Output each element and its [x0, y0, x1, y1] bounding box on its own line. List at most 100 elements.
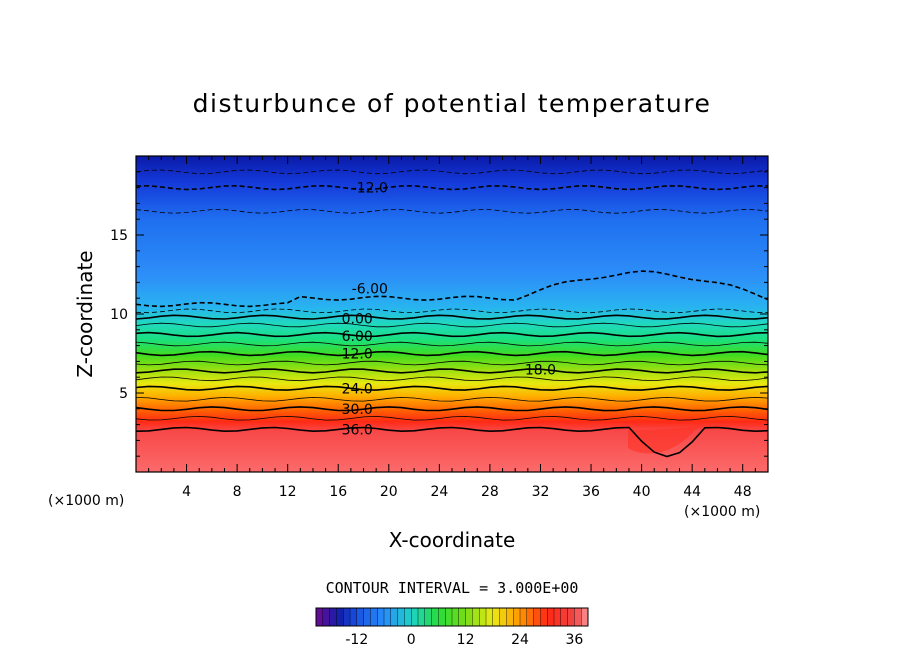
x-tick-label: 32 [532, 484, 550, 500]
colorbar-cell [465, 607, 473, 627]
colorbar-cell [445, 607, 453, 627]
contour-line [136, 426, 768, 458]
colorbar [315, 607, 589, 627]
colorbar-cell [390, 607, 399, 627]
x-axis-units-right: (×1000 m) [684, 504, 760, 520]
contour-line [136, 415, 768, 421]
x-tick-label: 48 [734, 484, 752, 500]
x-tick-label: 4 [182, 484, 191, 500]
contour-line [136, 169, 768, 175]
x-tick-label: 24 [430, 484, 448, 500]
colorbar-cell [472, 607, 480, 627]
contour-line [136, 396, 768, 402]
contour-line [136, 184, 768, 191]
contour-interval-note: CONTOUR INTERVAL = 3.000E+00 [326, 579, 579, 597]
contour-line [136, 385, 768, 391]
chart-title: disturbunce of potential temperature [193, 89, 712, 118]
contour-label: -12.0 [352, 181, 388, 197]
colorbar-cell [547, 607, 555, 627]
x-axis-units-left: (×1000 m) [48, 493, 124, 509]
colorbar-cell [336, 607, 344, 627]
contour-label: 18.0 [525, 362, 556, 378]
contour-line [136, 341, 768, 347]
colorbar-cell [322, 607, 331, 627]
colorbar-cell [438, 607, 446, 627]
x-tick-label: 28 [481, 484, 499, 500]
colorbar-cell [526, 607, 535, 627]
colorbar-cell [370, 607, 378, 627]
plot-area: -12.0 -6.00 0.006.00 12.0 18.0 24.0 30.0 36.0 [136, 156, 768, 472]
x-axis-label: X-coordinate [389, 528, 516, 552]
x-tick-label: 20 [380, 484, 398, 500]
colorbar-frame [315, 607, 589, 627]
colorbar-cell [411, 607, 419, 627]
x-tick-label: 44 [683, 484, 701, 500]
y-axis: 5 10 15 [110, 171, 768, 457]
contour-line [136, 360, 768, 366]
colorbar-tick-label: 24 [511, 632, 529, 648]
contour-line [136, 368, 768, 374]
contour-line [136, 376, 768, 382]
colorbar-cell [397, 607, 405, 627]
contour-line [136, 209, 768, 214]
colorbar-cell [451, 607, 460, 627]
colorbar-cell [485, 607, 494, 627]
colorbar-tick-label: 12 [457, 632, 475, 648]
colorbar-cell [383, 607, 392, 627]
colorbar-cell [329, 607, 337, 627]
x-tick-label: 40 [633, 484, 651, 500]
colorbar-cell [574, 607, 582, 627]
colorbar-cell [479, 607, 487, 627]
colorbar-cell [315, 607, 324, 627]
contour-line [136, 350, 768, 357]
x-tick-label: 12 [279, 484, 297, 500]
colorbar-cell [540, 607, 548, 627]
colorbar-cell [363, 607, 371, 627]
colorbar-tick-label: 36 [565, 632, 583, 648]
contour-lines [136, 169, 768, 458]
colorbar-cell [349, 607, 358, 627]
colorbar-cell [519, 607, 528, 627]
x-tick-label: 16 [329, 484, 347, 500]
colorbar-cell [343, 607, 351, 627]
y-tick-label: 10 [110, 307, 128, 323]
contour-line [136, 331, 768, 338]
warm-anomaly-region [628, 425, 700, 454]
x-tick-label: 36 [582, 484, 600, 500]
contour-labels: -12.0 -6.00 0.006.00 12.0 18.0 24.0 30.0 36.0 [342, 181, 556, 439]
colorbar-ticks: -12 0 12 24 36 [345, 632, 583, 648]
colorbar-cell [567, 607, 575, 627]
y-axis-label: Z-coordinate [73, 250, 97, 377]
contour-label: 6.00 [342, 329, 373, 345]
x-tick-label: 8 [233, 484, 242, 500]
colorbar-cell [356, 607, 365, 627]
colorbar-cell [404, 607, 412, 627]
colorbar-cell [560, 607, 569, 627]
colorbar-cell [533, 607, 541, 627]
contour-label: 0.00 [342, 312, 373, 328]
colorbar-tick-label: 0 [407, 632, 416, 648]
colorbar-cell [499, 607, 507, 627]
colorbar-tick-label: -12 [345, 632, 368, 648]
y-tick-label: 5 [119, 386, 128, 402]
contour-line [136, 322, 768, 328]
contour-label: 24.0 [342, 381, 373, 397]
colorbar-cell [553, 607, 562, 627]
colorbar-cell [417, 607, 426, 627]
colorbar-cell [424, 607, 433, 627]
colorbar-cell [458, 607, 467, 627]
x-axis: 4 8 12 16 20 24 28 32 36 40 44 48 [148, 156, 756, 500]
y-tick-label: 15 [110, 228, 128, 244]
colorbar-cell [581, 607, 589, 627]
contour-label: 30.0 [342, 402, 373, 418]
colorbar-cell [377, 607, 385, 627]
colorbar-cell [492, 607, 501, 627]
contour-label: 12.0 [342, 347, 373, 363]
colorbar-cell [431, 607, 439, 627]
color-field [136, 156, 768, 472]
contour-line [136, 314, 768, 320]
colorbar-cell [513, 607, 521, 627]
contour-label: 36.0 [342, 422, 373, 438]
contour-line [136, 308, 768, 314]
